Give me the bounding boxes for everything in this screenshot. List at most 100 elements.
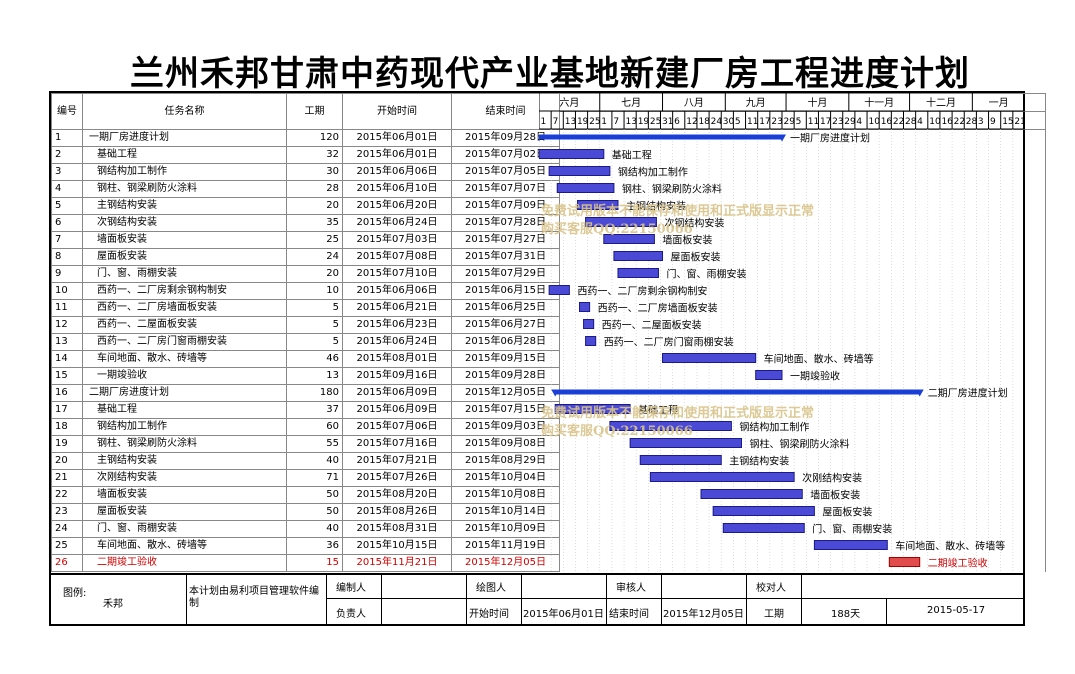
- day-label: 10: [929, 117, 941, 127]
- task-name: 二期厂房进度计划: [82, 384, 287, 402]
- start-label: 开始时间: [469, 609, 509, 620]
- task-row[interactable]: 15 一期竣验收 13 2015年09月16日 2015年09月28日: [51, 367, 1046, 385]
- task-name: 门、窗、雨棚安装: [82, 520, 287, 538]
- drawer-label: 绘图人: [476, 583, 506, 594]
- day-label: 23: [832, 117, 843, 127]
- day-label: 4: [856, 117, 862, 127]
- day-label: 16: [941, 117, 953, 127]
- legend-value: 禾邦: [103, 599, 123, 610]
- task-name: 墙面板安装: [82, 231, 287, 249]
- month-label: 十二月: [926, 96, 956, 109]
- task-id: 12: [51, 316, 83, 334]
- day-label: 29: [844, 117, 856, 127]
- task-row[interactable]: 16 二期厂房进度计划 180 2015年06月09日 2015年12月05日: [51, 384, 1046, 402]
- task-start: 2015年06月09日: [342, 384, 452, 402]
- software-note: 本计划由易利项目管理软件编制: [189, 586, 319, 609]
- day-label: 22: [954, 117, 965, 127]
- bar-label: 基础工程: [612, 149, 652, 162]
- task-start: 2015年08月20日: [342, 486, 452, 504]
- day-label: 11: [747, 117, 758, 127]
- bar-label: 次刚结构安装: [802, 472, 862, 485]
- task-row[interactable]: 25 车间地面、散水、砖墙等 36 2015年10月15日 2015年11月19日: [51, 537, 1046, 555]
- task-row[interactable]: 2 基础工程 32 2015年06月01日 2015年07月02日: [51, 146, 1046, 164]
- task-start: 2015年07月21日: [342, 452, 452, 470]
- task-bar: [700, 489, 803, 499]
- bar-label: 屋面板安装: [822, 506, 872, 519]
- task-row[interactable]: 18 钢结构加工制作 60 2015年07月06日 2015年09月03日: [51, 418, 1046, 436]
- summary-start-marker: [551, 389, 560, 397]
- task-name: 屋面板安装: [82, 503, 287, 521]
- task-row[interactable]: 23 屋面板安装 50 2015年08月26日 2015年10月14日: [51, 503, 1046, 521]
- task-row[interactable]: 20 主钢结构安装 40 2015年07月21日 2015年08月29日: [51, 452, 1046, 470]
- task-start: 2015年11月21日: [342, 554, 452, 572]
- task-bar: [639, 455, 722, 465]
- footer-panel: 图例: 禾邦 本计划由易利项目管理软件编制 编制人 绘图人 审核人 校对人 负责…: [51, 573, 1024, 624]
- timeline-cell: [559, 265, 1046, 283]
- task-row[interactable]: 3 钢结构加工制作 30 2015年06月06日 2015年07月05日: [51, 163, 1046, 181]
- task-start: 2015年06月24日: [342, 333, 452, 351]
- bar-label: 西药一、二厂房墙面板安装: [598, 302, 718, 315]
- month-label: 八月: [684, 97, 704, 109]
- task-name: 基础工程: [82, 146, 287, 164]
- task-row[interactable]: 6 次钢结构安装 35 2015年06月24日 2015年07月28日: [51, 214, 1046, 232]
- day-label: 6: [674, 117, 680, 127]
- end-label: 结束时间: [609, 609, 649, 620]
- task-row[interactable]: 12 西药一、二屋面板安装 5 2015年06月23日 2015年06月27日: [51, 316, 1046, 334]
- header-start: 开始时间: [342, 93, 452, 130]
- day-label: 12: [686, 117, 697, 127]
- day-label: 22: [893, 117, 904, 127]
- task-row[interactable]: 26 二期竣工验收 15 2015年11月21日 2015年12月05日: [51, 554, 1046, 572]
- task-start: 2015年06月24日: [342, 214, 452, 232]
- timeline-cell: [559, 333, 1046, 351]
- checker-label: 校对人: [756, 583, 786, 594]
- task-bar: [609, 421, 732, 431]
- task-start: 2015年06月06日: [342, 163, 452, 181]
- bar-label: 钢柱、钢梁刷防火涂料: [622, 183, 722, 196]
- editor-label: 编制人: [336, 583, 366, 594]
- bar-label: 车间地面、散水、砖墙等: [764, 353, 874, 366]
- task-name: 主钢结构安装: [82, 452, 287, 470]
- day-label: 1: [541, 117, 547, 127]
- day-label: 7: [613, 117, 619, 127]
- task-duration: 5: [286, 333, 343, 351]
- bar-label: 次钢结构安装: [664, 217, 724, 230]
- day-label: 11: [808, 117, 819, 127]
- duration-value: 188天: [831, 609, 861, 620]
- page-title: 兰州禾邦甘肃中药现代产业基地新建厂房工程进度计划: [130, 54, 970, 94]
- task-row[interactable]: 9 门、窗、雨棚安装 20 2015年07月10日 2015年07月29日: [51, 265, 1046, 283]
- bar-label: 二期厂房进度计划: [928, 387, 1008, 400]
- bar-label: 墙面板安装: [662, 234, 712, 247]
- bar-label: 门、窗、雨棚安装: [666, 268, 746, 281]
- gantt-chart: 六月 七月 八月 九月 十月 十一月 十二月 一月1 7 13 19 25 1 7 13 19 25 31 6 12 1…: [539, 93, 1025, 571]
- bar-label: 钢柱、钢梁刷防火涂料: [750, 438, 850, 451]
- task-row[interactable]: 10 西药一、二厂房剩余钢构制安 10 2015年06月06日 2015年06月15日: [51, 282, 1046, 300]
- task-row[interactable]: 11 西药一、二厂房墙面板安装 5 2015年06月21日 2015年06月25日: [51, 299, 1046, 317]
- task-duration: 60: [286, 418, 343, 436]
- task-row[interactable]: 17 基础工程 37 2015年06月09日 2015年07月15日: [51, 401, 1046, 419]
- task-row[interactable]: 7 墙面板安装 25 2015年07月03日 2015年07月27日: [51, 231, 1046, 249]
- day-label: 30: [723, 117, 735, 127]
- month-label: 十月: [807, 96, 827, 109]
- day-label: 28: [966, 117, 978, 127]
- day-label: 5: [735, 117, 741, 127]
- bar-label: 西药一、二屋面板安装: [602, 319, 702, 332]
- day-label: 5: [796, 117, 802, 127]
- day-label: 19: [577, 117, 589, 127]
- day-label: 7: [553, 117, 559, 127]
- task-row[interactable]: 5 主钢结构安装 20 2015年06月20日 2015年07月09日: [51, 197, 1046, 215]
- day-label: 10: [869, 117, 881, 127]
- task-duration: 40: [286, 520, 343, 538]
- task-name: 西药一、二屋面板安装: [82, 316, 287, 334]
- task-id: 17: [51, 401, 83, 419]
- task-duration: 36: [286, 537, 343, 555]
- task-duration: 20: [286, 197, 343, 215]
- task-name: 门、窗、雨棚安装: [82, 265, 287, 283]
- task-duration: 28: [286, 180, 343, 198]
- task-bar: [603, 234, 655, 244]
- task-duration: 55: [286, 435, 343, 453]
- task-id: 18: [51, 418, 83, 436]
- task-start: 2015年06月06日: [342, 282, 452, 300]
- day-label: 28: [905, 117, 917, 127]
- task-bar: [649, 472, 795, 482]
- watermark-line2: 购买客服QQ:22150066: [541, 222, 693, 237]
